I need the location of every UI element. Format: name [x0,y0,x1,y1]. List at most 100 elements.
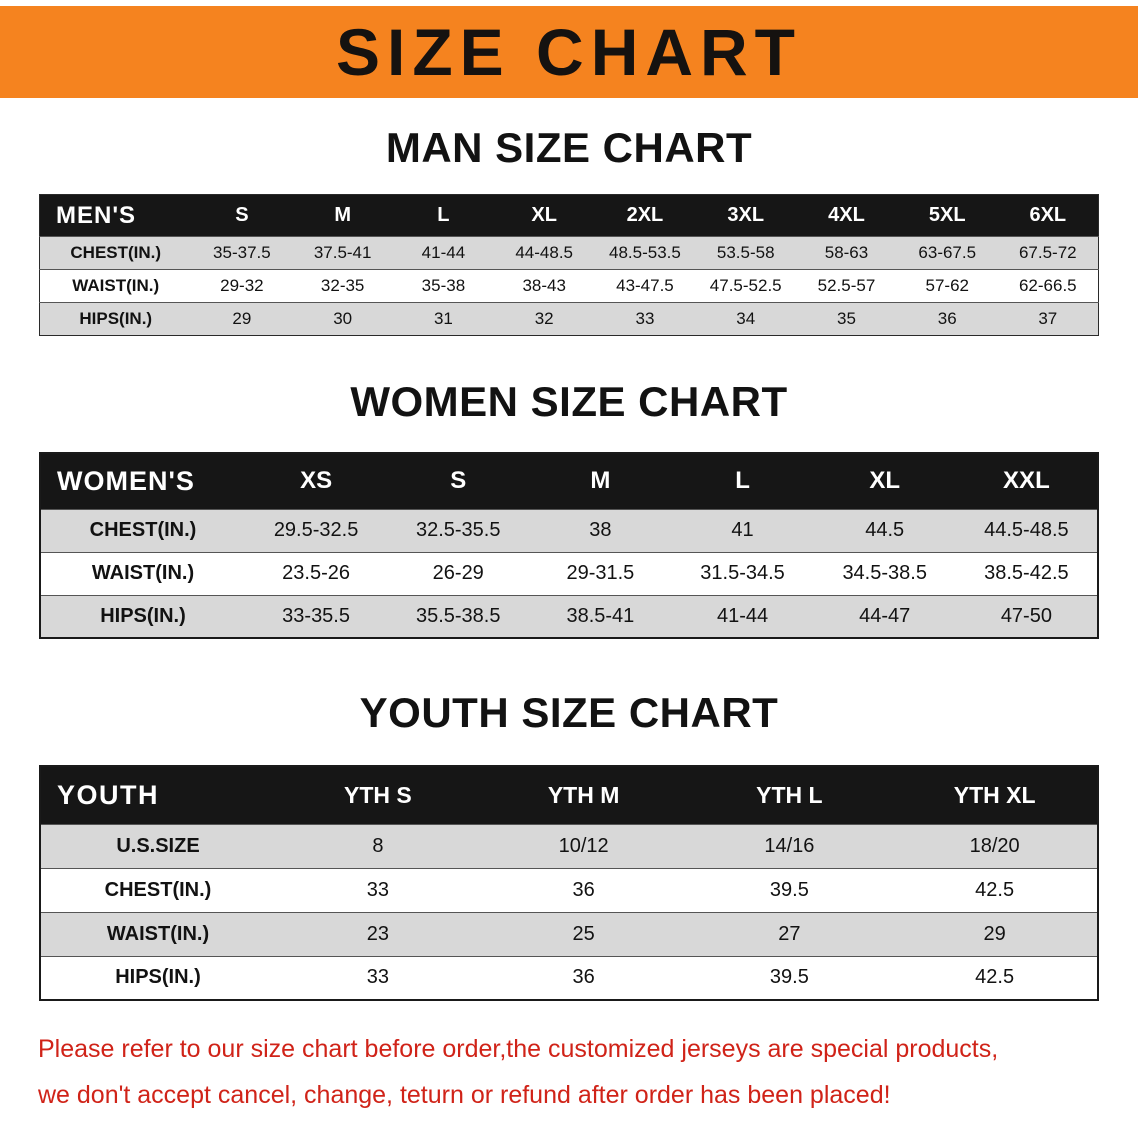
size-chart-page: SIZE CHART MAN SIZE CHART MEN'S S M L XL 2XL 3… [0,6,1138,1118]
column-header: XS [245,453,388,509]
value-cell: 10/12 [558,834,609,857]
column-header: M [529,453,672,509]
row-label: HIPS(IN.) [100,604,186,627]
row-label: U.S.SIZE [116,834,200,857]
footer-notice: Please refer to our size chart before or… [38,1027,1118,1118]
value-cell: 25 [572,922,595,945]
value-cell: 37 [1038,309,1058,328]
column-header: YTH XL [892,766,1098,824]
column-header: S [191,194,293,237]
value-cell: 35-38 [421,276,466,295]
table-row: CHEST(IN.) 29.5-32.5 32.5-35.5 38 41 44.5 44.5… [40,509,1098,552]
value-cell: 29 [232,309,252,328]
value-cell: 36 [937,309,957,328]
banner: SIZE CHART [0,6,1138,98]
value-cell: 18/20 [969,834,1020,857]
value-cell: 8 [372,834,384,857]
value-cell: 35-37.5 [213,243,271,262]
value-cell: 39.5 [769,878,809,901]
youth-size-table: YOUTH YTH S YTH M YTH L YTH XL U.S.SIZE 8 10/12… [39,765,1099,1001]
table-row: CHEST(IN.) 35-37.5 37.5-41 41-44 44-48.5 48.5… [39,236,1099,270]
column-header: YTH L [686,766,893,824]
row-label: CHEST(IN.) [89,519,197,541]
value-cell: 44.5-48.5 [984,519,1069,541]
column-header: L [671,453,814,509]
value-cell: 36 [572,966,595,989]
value-cell: 43-47.5 [616,276,674,295]
table-row: WAIST(IN.) 29-32 32-35 35-38 38-43 43-47.5 47.… [39,269,1099,303]
value-cell: 34 [736,309,756,328]
value-cell: 33 [366,878,389,901]
column-header: S [387,453,530,509]
table-row: HIPS(IN.) 33 36 39.5 42.5 [40,956,1098,1000]
table-row: WAIST(IN.) 23.5-26 26-29 29-31.5 31.5-34.5 34… [40,552,1098,595]
value-cell: 33 [635,309,655,328]
value-cell: 31.5-34.5 [700,562,785,584]
row-label: HIPS(IN.) [79,309,153,328]
value-cell: 26-29 [432,562,484,584]
value-cell: 39.5 [769,966,809,989]
value-cell: 32 [534,309,554,328]
value-cell: 38 [589,519,612,541]
notice-line-2: we don't accept cancel, change, teturn o… [38,1080,891,1109]
value-cell: 23.5-26 [282,562,350,584]
value-cell: 52.5-57 [817,276,876,295]
women-size-chart-section: WOMEN SIZE CHART WOMEN'S XS S M L XL XXL CHEST(… [0,378,1138,639]
value-cell: 58-63 [824,243,869,262]
row-label: HIPS(IN.) [115,966,201,989]
value-cell: 38.5-42.5 [984,562,1069,584]
value-cell: 57-62 [925,276,969,295]
column-header: YTH S [275,766,481,824]
value-cell: 34.5-38.5 [842,562,927,584]
men-size-table: MEN'S S M L XL 2XL 3XL 4XL 5XL 6XL CHEST(IN.) 35-37… [39,194,1099,336]
table-title-cell: WOMEN'S [40,453,245,509]
value-cell: 36 [572,878,595,901]
youth-chart-heading: YOUTH SIZE CHART [359,689,779,736]
notice-line-1: Please refer to our size chart before or… [38,1035,999,1063]
value-cell: 67.5-72 [1018,243,1077,262]
value-cell: 38-43 [522,276,566,295]
column-header: L [393,194,494,237]
column-header: M [292,194,394,237]
women-size-table: WOMEN'S XS S M L XL XXL CHEST(IN.) 29.5-32.5 32.5… [39,452,1099,639]
value-cell: 29 [983,922,1006,945]
table-row: WAIST(IN.) 23 25 27 29 [40,912,1098,956]
row-label: CHEST(IN.) [104,878,212,901]
value-cell: 33 [366,966,389,989]
value-cell: 42.5 [975,966,1015,989]
value-cell: 63-67.5 [918,243,977,262]
women-chart-heading: WOMEN SIZE CHART [350,378,788,425]
column-header: XL [813,453,956,509]
value-cell: 41-44 [716,604,769,627]
value-cell: 48.5-53.5 [609,243,681,262]
value-cell: 35 [837,309,856,328]
value-cell: 32-35 [320,276,365,295]
table-title-cell: YOUTH [40,766,275,824]
value-cell: 47-50 [1000,604,1052,627]
column-header: XL [493,194,595,237]
value-cell: 41 [731,519,754,541]
value-cell: 23 [366,922,389,945]
table-row: HIPS(IN.) 29 30 31 32 33 34 35 36 37 [39,302,1099,336]
table-header-row: MEN'S S M L XL 2XL 3XL 4XL 5XL 6XL [39,194,1099,237]
column-header: 6XL [997,194,1099,237]
value-cell: 62-66.5 [1018,276,1077,295]
table-row: HIPS(IN.) 33-35.5 35.5-38.5 38.5-41 41-44 44-… [40,595,1098,638]
table-row: U.S.SIZE 8 10/12 14/16 18/20 [40,824,1098,868]
row-label: WAIST(IN.) [72,276,160,295]
column-header: 4XL [796,194,897,237]
column-header: YTH M [480,766,687,824]
value-cell: 33-35.5 [282,604,350,627]
youth-size-chart-section: YOUTH SIZE CHART YOUTH YTH S YTH M YTH L YTH… [0,689,1138,1001]
page-title: SIZE CHART [336,15,802,89]
value-cell: 53.5-58 [716,243,775,262]
value-cell: 29-31.5 [566,562,635,584]
column-header: XXL [955,453,1098,509]
value-cell: 31 [433,309,453,328]
value-cell: 35.5-38.5 [415,604,501,627]
table-header-row: YOUTH YTH S YTH M YTH L YTH XL [40,766,1098,824]
value-cell: 30 [333,309,353,328]
column-header: 5XL [896,194,998,237]
row-label: WAIST(IN.) [91,562,195,584]
value-cell: 14/16 [764,834,815,857]
